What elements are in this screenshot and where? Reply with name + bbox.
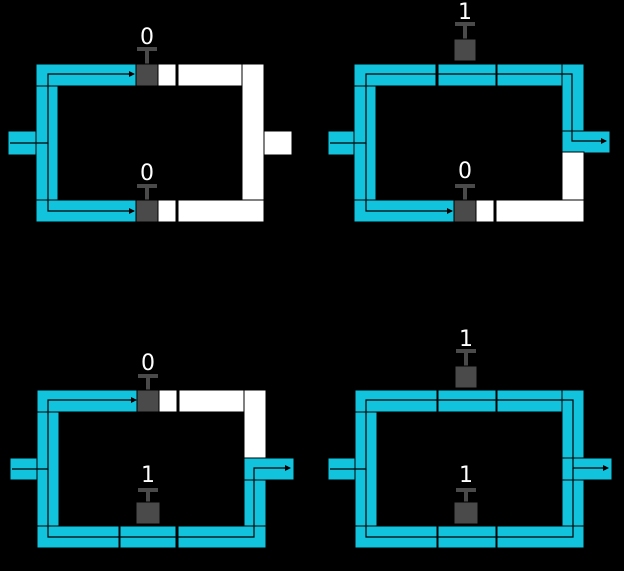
valve-label: 1	[141, 463, 155, 488]
valve-handle-bar	[137, 184, 157, 188]
valve-top[interactable]: 0	[135, 25, 159, 87]
valve-body	[454, 365, 478, 389]
valve-body	[453, 38, 477, 62]
valve-body	[136, 389, 160, 413]
flow-line	[330, 73, 607, 144]
valve-handle-bar	[455, 184, 475, 188]
valve-handle-bar	[137, 47, 157, 51]
right-pipe-dry	[243, 389, 267, 459]
outlet-pipe	[561, 457, 613, 481]
top-branch-pipe	[35, 63, 137, 87]
valve-handle-bar	[138, 488, 158, 492]
valve-label: 1	[458, 0, 472, 25]
flow-line	[365, 143, 453, 214]
valve-label: 1	[459, 327, 473, 352]
top-pipe-valve-section	[437, 389, 497, 413]
valve-bottom[interactable]: 1	[453, 463, 479, 525]
bottom-dry-stub	[475, 199, 495, 223]
valve-stem	[463, 26, 467, 40]
top-branch-pipe	[36, 389, 138, 413]
valve-bottom[interactable]: 0	[135, 161, 159, 223]
valve-label: 0	[141, 351, 155, 376]
valve-body	[453, 501, 479, 525]
valve-label: 0	[140, 25, 154, 50]
panel-top-left: 0 0	[7, 25, 293, 223]
panel-bottom-left: 0 1	[9, 351, 295, 549]
valve-stem	[463, 188, 467, 201]
valve-bottom[interactable]: 1	[135, 463, 161, 525]
flow-line	[10, 71, 135, 144]
valve-handle-bar	[138, 374, 158, 378]
top-pipe-valve-section	[437, 63, 497, 87]
flow-line	[12, 397, 137, 470]
outlet-pipe	[263, 130, 293, 156]
flow-line	[47, 465, 291, 538]
valve-body	[453, 199, 477, 223]
flow-line	[365, 468, 574, 538]
valve-bottom[interactable]: 0	[453, 159, 477, 223]
top-pipe-a	[354, 389, 438, 413]
valve-top[interactable]: 0	[136, 351, 160, 413]
outlet-pipe	[561, 130, 611, 154]
valve-stem	[464, 492, 468, 503]
flow-line	[47, 143, 135, 214]
valve-stem	[145, 51, 149, 65]
valve-handle-bar	[456, 488, 476, 492]
bottom-dry-stub	[157, 199, 177, 223]
top-dry-stub	[158, 389, 178, 413]
valve-body	[135, 501, 161, 525]
valve-stem	[145, 188, 149, 201]
panel-bottom-right: 1 1	[327, 327, 613, 549]
valve-label: 1	[459, 463, 473, 488]
panel-top-right: 1 0	[327, 0, 611, 223]
valve-handle-bar	[456, 349, 476, 353]
valve-stem	[146, 378, 150, 391]
valve-body	[135, 63, 159, 87]
valve-label: 0	[458, 159, 472, 184]
valve-stem	[146, 492, 150, 503]
top-dry-stub	[157, 63, 177, 87]
valve-stem	[464, 353, 468, 367]
valve-handle-bar	[455, 22, 475, 26]
bottom-dry-pipe	[177, 199, 265, 223]
bottom-dry-pipe	[495, 199, 585, 223]
top-pipe-a	[353, 63, 437, 87]
outlet-pipe	[243, 457, 295, 481]
valve-body	[135, 199, 159, 223]
valve-label: 0	[140, 161, 154, 186]
right-dry-pipe	[241, 63, 265, 223]
valve-top[interactable]: 1	[454, 327, 478, 389]
flow-line	[330, 399, 609, 471]
valve-top[interactable]: 1	[453, 0, 477, 62]
